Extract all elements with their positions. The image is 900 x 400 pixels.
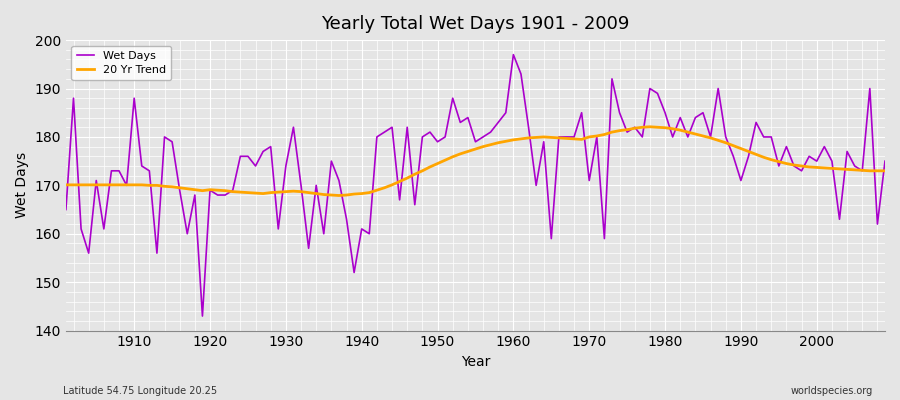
Wet Days (197, 314, 208, 318)
20 Yr Trend (508, 138, 518, 142)
20 Yr Trend (879, 168, 890, 173)
X-axis label: Year: Year (461, 355, 491, 369)
Title: Yearly Total Wet Days 1901 - 2009: Yearly Total Wet Days 1901 - 2009 (321, 15, 630, 33)
Wet Days (523, 125, 534, 130)
20 Yr Trend (607, 130, 617, 134)
Wet Days (508, 52, 518, 57)
Line: Wet Days: Wet Days (66, 55, 885, 316)
Text: Latitude 54.75 Longitude 20.25: Latitude 54.75 Longitude 20.25 (63, 386, 217, 396)
Y-axis label: Wet Days: Wet Days (15, 152, 29, 218)
20 Yr Trend (122, 182, 132, 187)
Wet Days (516, 72, 526, 76)
20 Yr Trend (334, 193, 345, 198)
Text: worldspecies.org: worldspecies.org (791, 386, 873, 396)
20 Yr Trend (516, 136, 526, 141)
Wet Days (614, 110, 625, 115)
Wet Days (341, 217, 352, 222)
20 Yr Trend (644, 124, 655, 129)
20 Yr Trend (341, 193, 352, 198)
Wet Days (879, 159, 890, 164)
Wet Days (60, 207, 71, 212)
20 Yr Trend (288, 189, 299, 194)
Wet Days (122, 183, 132, 188)
Line: 20 Yr Trend: 20 Yr Trend (66, 127, 885, 196)
Legend: Wet Days, 20 Yr Trend: Wet Days, 20 Yr Trend (71, 46, 171, 80)
Wet Days (295, 183, 306, 188)
20 Yr Trend (60, 182, 71, 187)
